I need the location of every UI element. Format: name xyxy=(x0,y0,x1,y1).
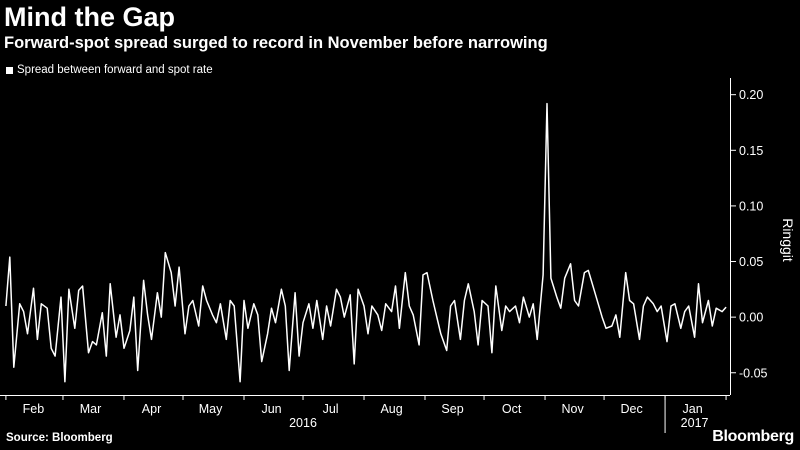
x-tick-label: Aug xyxy=(380,402,402,416)
y-axis-title: Ringgit xyxy=(780,218,796,262)
x-tick-label: Nov xyxy=(561,402,584,416)
y-tick-label: 0.05 xyxy=(739,255,763,269)
axis-labels: 0.20 0.15 0.10 0.05 0.00 -0.05 Feb Mar Apr May Jun… xyxy=(23,88,768,430)
legend-label: Spread between forward and spot rate xyxy=(17,64,213,76)
y-tick-label: 0.15 xyxy=(739,144,763,158)
bloomberg-logo: Bloomberg xyxy=(712,428,794,445)
series-line xyxy=(5,102,727,383)
year-label: 2016 xyxy=(289,416,317,430)
y-tick-label: -0.05 xyxy=(739,366,768,380)
year-label: 2017 xyxy=(681,416,709,430)
chart-title: Mind the Gap xyxy=(4,2,175,32)
y-tick-label: 0.20 xyxy=(739,88,763,102)
chart-subtitle: Forward-spot spread surged to record in … xyxy=(4,34,548,52)
x-tick-label: Apr xyxy=(142,402,161,416)
x-tick-label: Mar xyxy=(80,402,102,416)
x-tick-label: Jan xyxy=(683,402,703,416)
legend: Spread between forward and spot rate xyxy=(6,64,213,76)
x-tick-label: Jul xyxy=(323,402,339,416)
y-tick-label: 0.10 xyxy=(739,199,763,213)
x-tick-label: Sep xyxy=(441,402,463,416)
axes xyxy=(0,78,736,433)
x-tick-label: Dec xyxy=(621,402,643,416)
y-tick-label: 0.00 xyxy=(739,311,763,325)
x-tick-label: Jun xyxy=(261,402,281,416)
x-tick-label: Oct xyxy=(502,402,522,416)
series-group xyxy=(5,102,727,383)
x-tick-label: Feb xyxy=(23,402,45,416)
x-tick-label: May xyxy=(199,402,223,416)
source-note: Source: Bloomberg xyxy=(6,432,113,444)
legend-swatch xyxy=(6,66,13,74)
